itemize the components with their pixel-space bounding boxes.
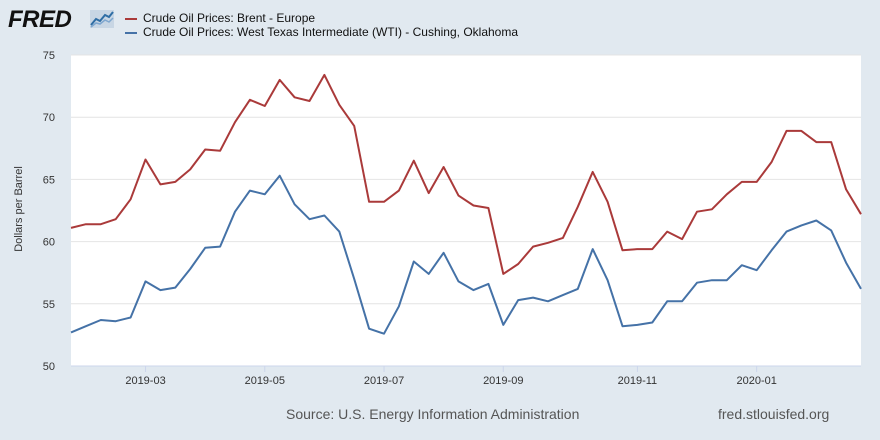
x-tick-label: 2019-07 xyxy=(364,375,404,387)
line-chart: 50 55 60 65 70 75 2019-03 2019-05 2019-07 2019-09… xyxy=(43,50,862,387)
legend-item-brent: Crude Oil Prices: Brent - Europe xyxy=(125,11,518,25)
fred-logo: FRED xyxy=(8,6,72,33)
x-tick-label: 2019-11 xyxy=(618,375,658,387)
legend-swatch-brent xyxy=(125,17,137,20)
series-line-wti xyxy=(70,174,862,335)
legend-label-brent: Crude Oil Prices: Brent - Europe xyxy=(143,11,316,25)
legend-item-wti: Crude Oil Prices: West Texas Intermediat… xyxy=(125,25,518,39)
fred-chart-mark-icon xyxy=(90,10,114,28)
fred-url-link[interactable]: fred.stlouisfed.org xyxy=(718,406,830,422)
legend: Crude Oil Prices: Brent - Europe Crude O… xyxy=(125,11,518,39)
legend-label-wti: Crude Oil Prices: West Texas Intermediat… xyxy=(143,25,519,39)
x-tick-label: 2019-09 xyxy=(483,375,523,387)
source-note: Source: U.S. Energy Information Administ… xyxy=(286,406,580,422)
plot-area xyxy=(71,55,861,366)
x-tick-label: 2019-03 xyxy=(125,375,165,387)
x-tick-label: 2020-01 xyxy=(736,375,776,387)
y-tick-label: 55 xyxy=(43,299,55,311)
y-tick-label: 65 xyxy=(43,174,55,186)
legend-swatch-wti xyxy=(125,31,137,34)
y-tick-label: 70 xyxy=(43,112,55,124)
x-tick-label: 2019-05 xyxy=(245,375,285,387)
y-tick-label: 75 xyxy=(43,50,55,62)
y-tick-label: 60 xyxy=(43,237,55,249)
series-line-brent xyxy=(70,73,862,275)
y-tick-label: 50 xyxy=(43,361,55,373)
